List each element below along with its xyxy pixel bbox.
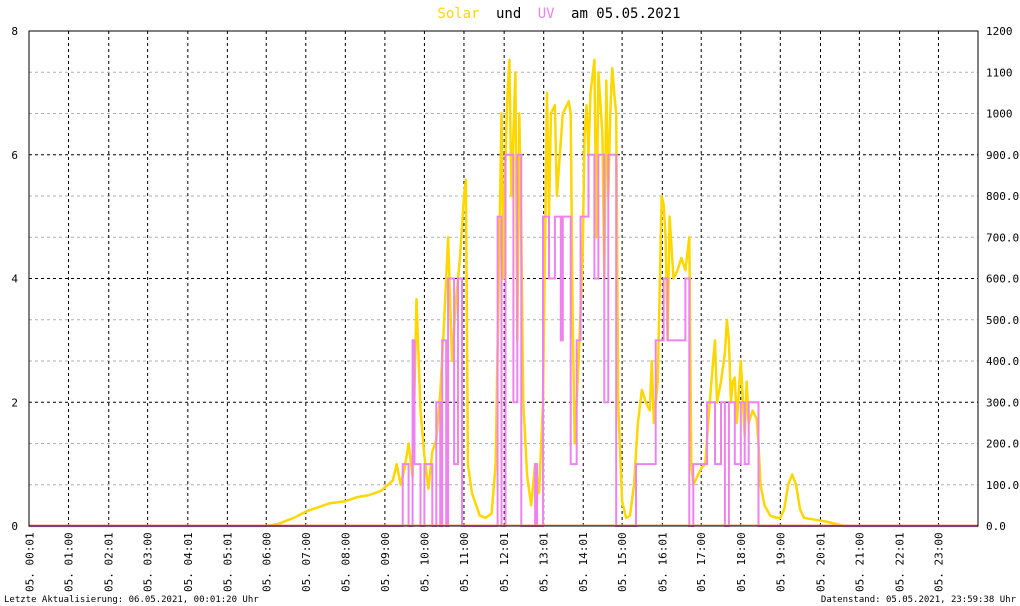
y-left-tick-label: 2 (11, 396, 18, 409)
x-tick-label: 05. 14:01 (577, 532, 590, 592)
y-right-tick-label: 600.0 (986, 273, 1019, 286)
y-right-tick-label: 100.0 (986, 479, 1019, 492)
y-right-tick-label: 1000 (986, 108, 1013, 121)
axes: 0 2 4 6 8 0.0 100.0 200.0 300.0 400.0 500.0 600.0 70… (11, 25, 1019, 592)
x-tick-label: 05. 08:00 (339, 532, 352, 592)
title-uv: UV (538, 6, 555, 22)
x-tick-label: 05. 02:01 (103, 532, 116, 592)
title-date: am 05.05.2021 (571, 6, 681, 22)
y-right-tick-label: 0.0 (986, 520, 1006, 533)
y-left-tick-label: 6 (11, 149, 18, 162)
grid (29, 31, 978, 526)
x-tick-label: 05. 19:00 (774, 532, 787, 592)
y-right-tick-label: 900.0 (986, 149, 1019, 162)
solar-series (29, 58, 978, 528)
title-und: und (496, 6, 521, 22)
x-tick-label: 05. 06:00 (260, 532, 273, 592)
x-tick-label: 05. 18:00 (735, 532, 748, 592)
y-right-tick-label: 1200 (986, 25, 1013, 38)
x-tick-label: 05. 12:01 (498, 532, 511, 592)
x-tick-label: 05. 09:00 (379, 532, 392, 592)
x-tick-label: 05. 20:01 (814, 532, 827, 592)
x-tick-label: 05. 01:00 (63, 532, 76, 592)
x-tick-label: 05. 13:01 (538, 532, 551, 592)
x-tick-label: 05. 04:01 (182, 532, 195, 592)
chart-title: Solar und UV am 05.05.2021 (437, 6, 680, 22)
x-tick-label: 05. 16:01 (656, 532, 669, 592)
y-left-tick-label: 8 (11, 25, 18, 38)
x-tick-label: 05. 15:00 (616, 532, 629, 592)
x-tick-label: 05. 07:00 (300, 532, 313, 592)
x-tick-label: 05. 00:01 (24, 532, 37, 592)
y-right-tick-label: 200.0 (986, 438, 1019, 451)
y-left-tick-label: 4 (11, 273, 18, 286)
y-right-tick-label: 400.0 (986, 355, 1019, 368)
x-tick-label: 05. 17:00 (695, 532, 708, 592)
y-right-tick-label: 700.0 (986, 231, 1019, 244)
title-solar: Solar (437, 6, 479, 22)
x-tick-label: 05. 05:01 (221, 532, 234, 592)
y-right-tick-label: 300.0 (986, 396, 1019, 409)
footer-data-state: Datenstand: 05.05.2021, 23:59:38 Uhr (821, 595, 1017, 605)
x-tick-label: 05. 10:00 (418, 532, 431, 592)
solar-line (29, 58, 978, 528)
x-tick-label: 05. 03:00 (142, 532, 155, 592)
x-tick-label: 05. 11:00 (458, 532, 471, 592)
plot-frame (28, 30, 979, 527)
y-right-tick-label: 1100 (986, 66, 1013, 79)
x-tick-label: 05. 22:01 (894, 532, 907, 592)
y-right-tick-label: 500.0 (986, 314, 1019, 327)
x-tick-label: 05. 23:00 (932, 532, 945, 592)
footer-last-update: Letzte Aktualisierung: 06.05.2021, 00:01… (4, 595, 259, 605)
y-right-tick-label: 800.0 (986, 190, 1019, 203)
y-left-tick-label: 0 (11, 520, 18, 533)
x-tick-label: 05. 21:00 (853, 532, 866, 592)
